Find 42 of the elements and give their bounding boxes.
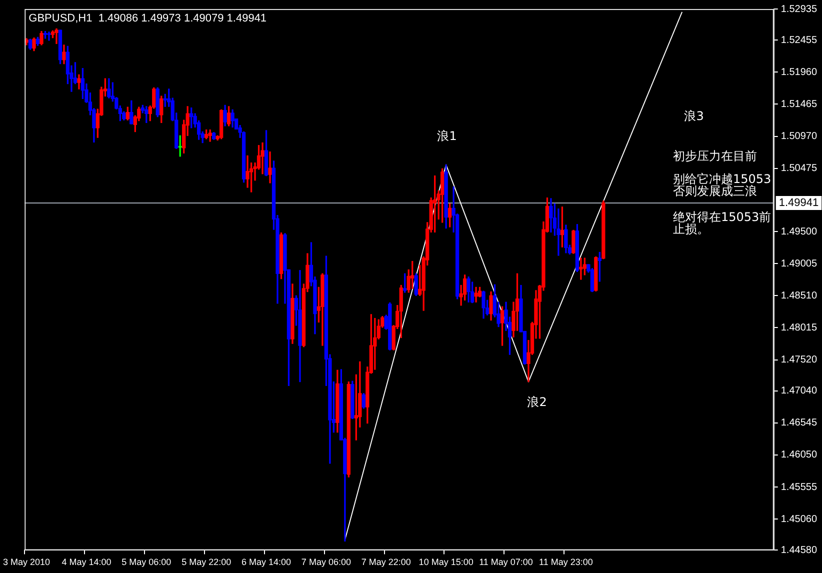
candlestick [579, 258, 583, 280]
y-tick-label: 1.49500 [780, 226, 818, 238]
y-tick-label: 1.47040 [780, 386, 818, 397]
y-tick-label: 1.50475 [780, 163, 818, 174]
candlestick [54, 28, 58, 44]
ref-line-label: 1.49941 [778, 196, 819, 209]
x-tick-label: 5 May 22:00 [182, 557, 232, 568]
y-tick-label: 1.50970 [780, 131, 818, 142]
y-tick-label: 1.45060 [780, 514, 818, 525]
y-tick-label: 1.48510 [780, 290, 818, 302]
annotation: 浪1 [437, 129, 457, 144]
y-tick-label: 1.51960 [780, 66, 818, 78]
x-tick-label: 7 May 22:00 [361, 557, 411, 568]
x-tick-label: 10 May 15:00 [418, 557, 474, 568]
y-tick-label: 1.48015 [780, 322, 818, 334]
x-tick-label: 5 May 06:00 [122, 557, 172, 568]
candlestick [268, 152, 272, 184]
x-tick-label: 11 May 07:00 [479, 557, 533, 568]
annotation: 浪3 [684, 109, 704, 124]
x-tick-label: 4 May 14:00 [62, 557, 112, 568]
y-tick-label: 1.44580 [780, 544, 818, 556]
x-tick-label: 6 May 14:00 [242, 557, 292, 568]
y-tick-label: 1.45555 [780, 482, 818, 493]
x-tick-label: 7 May 06:00 [301, 557, 351, 568]
y-tick-label: 1.52455 [780, 34, 818, 46]
y-tick-label: 1.46050 [780, 450, 818, 461]
annotation: 止损。 [673, 222, 709, 236]
annotation: 浪2 [527, 395, 547, 410]
chart-title: GBPUSD,H1 1.49086 1.49973 1.49079 1.49941 [28, 12, 267, 25]
y-tick-label: 1.49005 [780, 258, 818, 270]
y-tick-label: 1.46545 [780, 418, 818, 429]
x-tick-label: 3 May 2010 [3, 557, 50, 568]
y-tick-label: 1.47520 [780, 354, 818, 366]
y-tick-label: 1.51465 [780, 98, 818, 110]
x-tick-label: 11 May 23:00 [539, 557, 593, 568]
y-tick-label: 1.52935 [780, 4, 818, 15]
annotation: 绝对得在15053前 [673, 210, 772, 224]
annotation: 否则发展成三浪 [673, 184, 757, 198]
annotation: 初步压力在目前 [673, 149, 757, 164]
annotation: 别给它冲越15053 [673, 172, 772, 186]
candlestick [260, 142, 264, 174]
candlestick [47, 32, 51, 41]
